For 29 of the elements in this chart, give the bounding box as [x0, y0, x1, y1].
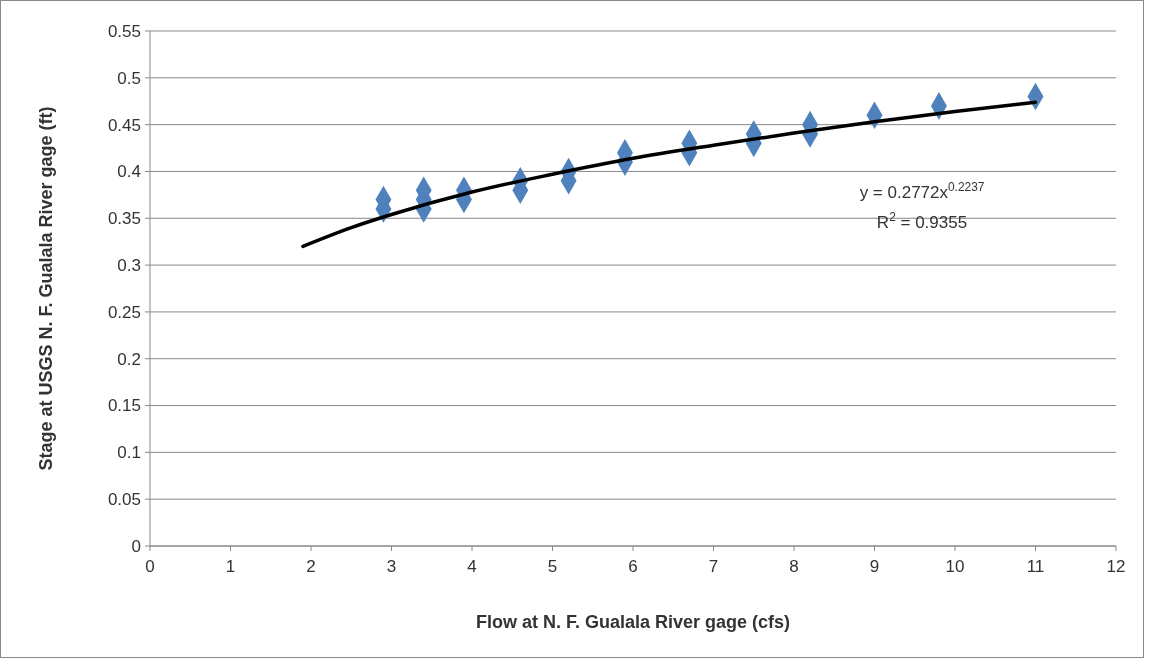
y-tick-label: 0: [131, 536, 141, 556]
annotation: y = 0.2772x$^{0.2237}$: [859, 180, 985, 202]
x-tick-label: 3: [386, 557, 397, 576]
x-tick-label: 9: [869, 557, 880, 576]
y-tick-label: 0.2: [117, 349, 141, 369]
x-tick-label: 0: [145, 557, 155, 576]
x-tick-label: 11: [1026, 557, 1045, 576]
y-tick-label: 0.4: [117, 162, 141, 182]
y-tick-label: 0.5: [117, 68, 141, 88]
x-tick-label: 8: [789, 557, 799, 576]
y-axis-title: Stage at USGS N. F. Gualala River gage (ft): [36, 106, 56, 471]
y-tick-label: 0.05: [107, 490, 141, 510]
y-tick-label: 0.1: [117, 443, 141, 463]
x-tick-label: 2: [306, 557, 316, 576]
x-tick-label: 6: [628, 557, 638, 576]
y-tick-label: 0.15: [107, 396, 141, 416]
x-tick-label: 1: [225, 557, 236, 576]
x-tick-label: 7: [708, 557, 719, 576]
x-tick-label: 4: [467, 557, 477, 576]
y-tick-label: 0.3: [117, 256, 141, 276]
x-axis-title: Flow at N. F. Gualala River gage (cfs): [475, 612, 791, 632]
x-tick-label: 12: [1106, 557, 1126, 576]
y-tick-label: 0.55: [107, 21, 141, 41]
x-tick-label: 10: [945, 557, 965, 576]
y-tick-label: 0.25: [107, 302, 141, 322]
y-tick-label: 0.45: [107, 115, 141, 135]
y-tick-label: 0.35: [107, 209, 141, 229]
annotation: R$^{2}$ = 0.9355: [876, 210, 968, 232]
x-tick-label: 5: [547, 557, 558, 576]
